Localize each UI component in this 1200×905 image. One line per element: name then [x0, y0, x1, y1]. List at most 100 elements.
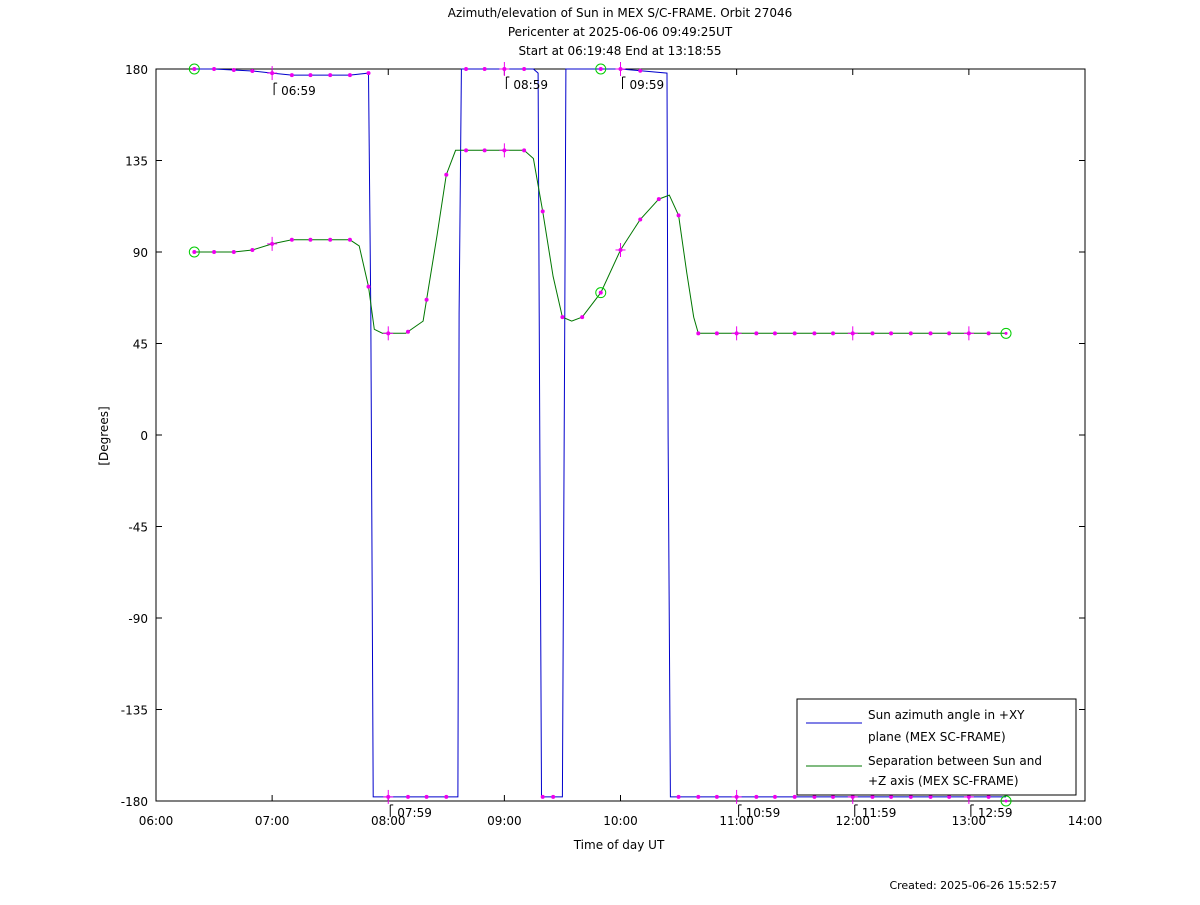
- data-marker-dot: [540, 209, 545, 214]
- x-tick-label: 09:00: [487, 814, 522, 828]
- data-marker-dot: [696, 794, 701, 799]
- data-marker-dot: [522, 148, 527, 153]
- created-timestamp: Created: 2025-06-26 15:52:57: [889, 879, 1057, 892]
- data-marker-dot: [464, 148, 469, 153]
- data-marker-dot: [289, 73, 294, 78]
- time-annotation: 10:59: [746, 806, 781, 820]
- plot-frame: [155, 68, 1086, 802]
- x-tick-label: 11:00: [719, 814, 754, 828]
- x-axis-label: Time of day UT: [573, 838, 665, 852]
- data-marker-dot: [889, 794, 894, 799]
- data-marker-dot: [347, 73, 352, 78]
- data-marker-dot: [772, 794, 777, 799]
- data-marker-dot: [947, 794, 952, 799]
- data-marker-dot: [792, 331, 797, 336]
- data-marker-dot: [908, 794, 913, 799]
- data-marker-dot: [638, 217, 643, 222]
- x-tick-label: 06:00: [139, 814, 174, 828]
- data-marker-dot: [696, 331, 701, 336]
- data-marker-dot: [405, 794, 410, 799]
- data-marker-dot: [889, 331, 894, 336]
- data-marker-dot: [212, 67, 217, 71]
- data-marker-dot: [560, 315, 565, 320]
- y-tick-label: -45: [128, 521, 148, 535]
- series-line-azimuth: [194, 68, 1006, 798]
- data-marker-dot: [580, 315, 585, 320]
- event-marker-center: [1004, 331, 1008, 335]
- event-marker-center: [599, 291, 603, 295]
- event-marker-circle: [595, 63, 607, 75]
- data-marker-dot: [551, 794, 556, 799]
- x-tick-label: 10:00: [603, 814, 638, 828]
- data-marker-dot: [366, 284, 371, 289]
- data-marker-dot: [347, 237, 352, 242]
- chart-title-line-3: Start at 06:19:48 End at 13:18:55: [518, 44, 721, 58]
- data-marker-dot: [482, 67, 487, 71]
- legend-label-separation-line-2: +Z axis (MEX SC-FRAME): [868, 774, 1019, 788]
- data-marker-dot: [405, 329, 410, 334]
- event-marker-center: [599, 67, 603, 71]
- y-tick-label: 180: [125, 63, 148, 77]
- data-marker-dot: [870, 331, 875, 336]
- event-marker-center: [192, 250, 196, 254]
- y-tick-label: -90: [128, 612, 148, 626]
- data-marker-dot: [986, 331, 991, 336]
- y-tick-label: 45: [133, 338, 148, 352]
- data-marker-dot: [870, 794, 875, 799]
- chart-title-group: Azimuth/elevation of Sun in MEX S/C-FRAM…: [448, 6, 793, 58]
- legend-label-separation-line-1: Separation between Sun and: [868, 754, 1042, 768]
- data-marker-dot: [328, 73, 333, 78]
- data-marker-dot: [928, 331, 933, 336]
- y-tick-label: 0: [140, 429, 148, 443]
- chart-title-line-1: Azimuth/elevation of Sun in MEX S/C-FRAM…: [448, 6, 793, 20]
- y-tick-label: 135: [125, 155, 148, 169]
- data-marker-dot: [676, 794, 681, 799]
- data-marker-dot: [212, 250, 217, 254]
- x-tick-label: 13:00: [952, 814, 987, 828]
- data-marker-dot: [947, 331, 952, 336]
- data-marker-dot: [754, 331, 759, 336]
- data-marker-dot: [908, 331, 913, 336]
- legend: Sun azimuth angle in +XY plane (MEX SC-F…: [796, 698, 1077, 796]
- series-line-separation: [194, 149, 1006, 334]
- time-annotation: 07:59: [397, 806, 432, 820]
- data-marker-dot: [831, 794, 836, 799]
- legend-label-azimuth-line-2: plane (MEX SC-FRAME): [868, 730, 1006, 744]
- data-marker-dot: [231, 68, 236, 73]
- data-marker-dot: [772, 331, 777, 336]
- data-marker-dot: [714, 794, 719, 799]
- data-marker-dot: [812, 794, 817, 799]
- y-axis-label: [Degrees]: [97, 406, 111, 465]
- legend-box: [796, 698, 1077, 796]
- y-tick-label: 90: [133, 246, 148, 260]
- time-annotation: 08:59: [513, 78, 548, 92]
- data-marker-dot: [250, 69, 255, 74]
- event-marker-circle: [1000, 795, 1012, 807]
- data-marker-dot: [714, 331, 719, 336]
- data-marker-dot: [928, 794, 933, 799]
- time-annotation: 12:59: [978, 806, 1013, 820]
- data-marker-dot: [540, 794, 545, 799]
- y-tick-label: -180: [121, 795, 148, 809]
- data-marker-dot: [289, 237, 294, 242]
- data-marker-dot: [250, 247, 255, 252]
- x-tick-label: 14:00: [1068, 814, 1103, 828]
- data-marker-dot: [444, 794, 449, 799]
- data-marker-dot: [986, 794, 991, 799]
- data-marker-dot: [792, 794, 797, 799]
- data-marker-dot: [444, 172, 449, 177]
- data-marker-dot: [482, 148, 487, 153]
- data-marker-dot: [424, 297, 429, 302]
- data-marker-dot: [656, 197, 661, 202]
- plot-area: 06:00 07:00 08:00 09:00 10:00 11:00 12:00 13:00…: [121, 62, 1103, 828]
- legend-label-azimuth-line-1: Sun azimuth angle in +XY: [868, 708, 1025, 722]
- event-marker-center: [1004, 799, 1008, 803]
- data-marker-dot: [424, 794, 429, 799]
- y-tick-label: -135: [121, 704, 148, 718]
- data-marker-dot: [522, 67, 527, 71]
- data-marker-dot: [231, 250, 236, 254]
- event-marker-circle: [188, 63, 200, 75]
- x-tick-label: 07:00: [255, 814, 290, 828]
- data-marker-dot: [831, 331, 836, 336]
